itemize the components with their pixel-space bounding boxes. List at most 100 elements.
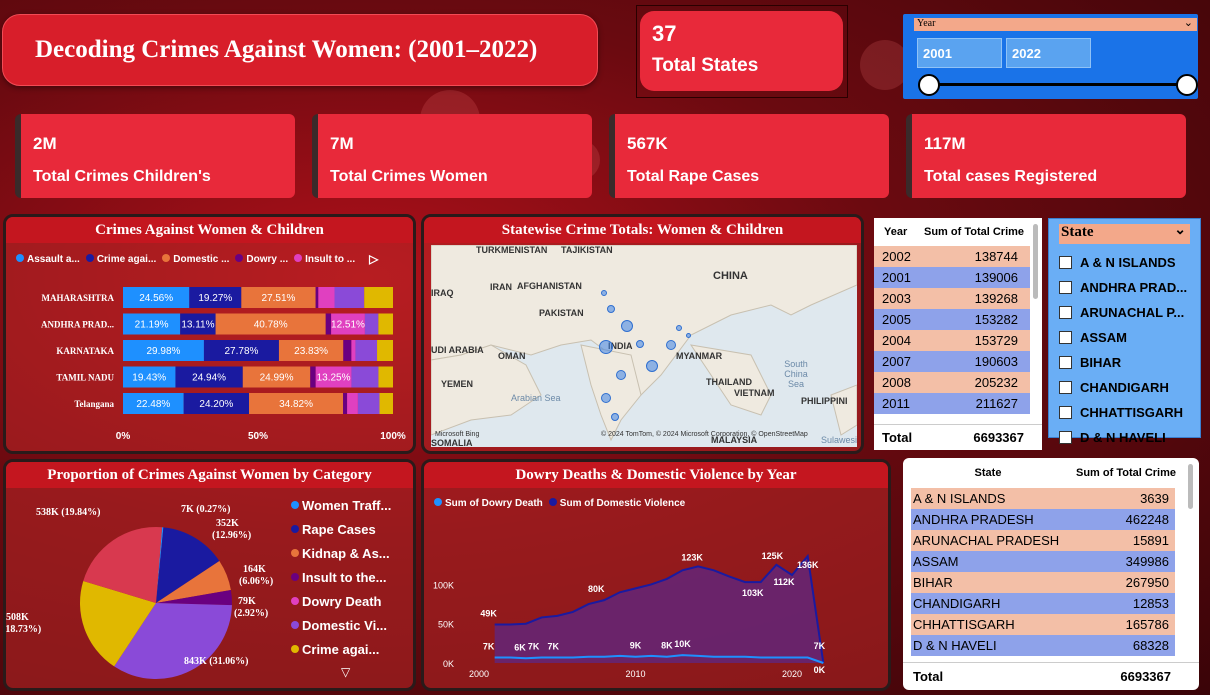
table-row[interactable]: 2007 190603 — [874, 351, 1030, 372]
table-row[interactable]: D & N HAVELI 68328 — [911, 635, 1175, 656]
map-attribution[interactable]: © 2024 TomTom, © 2024 Microsoft Corporat… — [601, 431, 808, 438]
year-range-slicer[interactable]: Year ⌄ 2001 2022 — [903, 14, 1198, 99]
map-bubble[interactable] — [621, 320, 633, 332]
table-row[interactable]: A & N ISLANDS 3639 — [911, 488, 1175, 509]
cell-total: 15891 — [1132, 533, 1169, 548]
table-row[interactable]: CHANDIGARH 12853 — [911, 593, 1175, 614]
legend-dot — [291, 645, 299, 653]
cell-total: 3639 — [1140, 491, 1169, 506]
state-option[interactable]: BIHAR — [1049, 350, 1200, 375]
map-bubble[interactable] — [616, 370, 626, 380]
checkbox[interactable] — [1059, 431, 1072, 444]
table-row[interactable]: 2001 139006 — [874, 267, 1030, 288]
table-total-row: Total 6693367 — [874, 424, 1042, 450]
year-start-input[interactable]: 2001 — [917, 38, 1002, 68]
map-bubble[interactable] — [636, 340, 644, 348]
map-bubble[interactable] — [666, 340, 676, 350]
state-option[interactable]: CHANDIGARH — [1049, 375, 1200, 400]
cell-total: 138744 — [974, 249, 1018, 264]
checkbox[interactable] — [1059, 281, 1072, 294]
legend-item[interactable]: Sum of Dowry Death — [434, 498, 543, 509]
table-row[interactable]: BIHAR 267950 — [911, 572, 1175, 593]
column-header-total[interactable]: Sum of Total Crime — [1075, 467, 1177, 479]
checkbox[interactable] — [1059, 256, 1072, 269]
checkbox[interactable] — [1059, 381, 1072, 394]
year-end-input[interactable]: 2022 — [1006, 38, 1091, 68]
table-scrollbar[interactable] — [1033, 224, 1038, 299]
year-slicer-header[interactable]: Year ⌄ — [914, 17, 1197, 31]
map-label: PHILIPPINI — [801, 396, 848, 406]
year-slider-track[interactable] — [929, 83, 1187, 86]
column-header-state[interactable]: State — [974, 467, 1002, 479]
legend-item[interactable]: Rape Cases — [291, 517, 391, 541]
legend-item[interactable]: Domestic ... — [162, 253, 229, 265]
cell-year: 2004 — [882, 333, 911, 348]
map-bubble[interactable] — [601, 290, 607, 296]
legend-item[interactable]: Insult to the... — [291, 565, 391, 589]
table-row[interactable]: 2005 153282 — [874, 309, 1030, 330]
state-slicer[interactable]: State ⌄ A & N ISLANDS ANDHRA PRAD... ARUNA… — [1048, 218, 1201, 445]
crime-map[interactable]: TURKMENISTAN TAJIKISTAN CHINA IRAQ IRAN … — [431, 245, 857, 447]
table-scrollbar[interactable] — [1188, 464, 1193, 509]
state-option-label: ARUNACHAL P... — [1080, 305, 1185, 320]
legend-item[interactable]: Insult to ... — [294, 253, 355, 265]
state-option[interactable]: D & N HAVELI — [1049, 425, 1200, 450]
total-label: Total — [882, 430, 913, 445]
column-header-total[interactable]: Sum of Total Crime — [924, 226, 1025, 238]
total-states-card: 37 Total States — [640, 11, 843, 91]
year-crime-table: Year Sum of Total Crime 2002 138744 2001 13… — [874, 218, 1042, 450]
legend-item[interactable]: Kidnap & As... — [291, 541, 391, 565]
map-bubble[interactable] — [676, 325, 682, 331]
legend-item[interactable]: Crime agai... — [291, 637, 391, 661]
map-bubble[interactable] — [607, 305, 615, 313]
y-axis-tick: 50K — [438, 620, 454, 630]
state-slicer-header[interactable]: State ⌄ — [1059, 223, 1190, 244]
table-row[interactable]: ARUNACHAL PRADESH 15891 — [911, 530, 1175, 551]
legend-item[interactable]: Sum of Domestic Violence — [548, 498, 685, 509]
legend-dot — [291, 525, 299, 533]
state-option[interactable]: A & N ISLANDS — [1049, 250, 1200, 275]
cell-state: ARUNACHAL PRADESH — [913, 533, 1060, 548]
map-bubble[interactable] — [599, 340, 613, 354]
year-slider-start-handle[interactable] — [918, 74, 940, 96]
data-point-label: 49K — [480, 609, 497, 619]
checkbox[interactable] — [1059, 306, 1072, 319]
table-row[interactable]: CHHATTISGARH 165786 — [911, 614, 1175, 635]
column-header-year[interactable]: Year — [884, 226, 908, 238]
state-option[interactable]: ASSAM — [1049, 325, 1200, 350]
table-row[interactable]: 2003 139268 — [874, 288, 1030, 309]
state-option[interactable]: ANDHRA PRAD... — [1049, 275, 1200, 300]
chevron-down-icon[interactable]: ⌄ — [1174, 223, 1186, 238]
legend-item[interactable]: Women Traff... — [291, 493, 391, 517]
checkbox[interactable] — [1059, 356, 1072, 369]
bar-data-label: 40.78% — [254, 320, 288, 331]
legend-next-icon[interactable]: ▷ — [369, 252, 379, 266]
map-bubble[interactable] — [686, 333, 691, 338]
series-line-dowry-death — [494, 654, 824, 664]
bar-data-label: 29.98% — [147, 346, 181, 357]
state-option[interactable]: ARUNACHAL P... — [1049, 300, 1200, 325]
legend-item[interactable]: Dowry ... — [235, 253, 288, 265]
map-bubble[interactable] — [646, 360, 658, 372]
map-bubble[interactable] — [611, 413, 619, 421]
year-slider-end-handle[interactable] — [1176, 74, 1198, 96]
table-row[interactable]: 2011 211627 — [874, 393, 1030, 414]
data-point-label: 10K — [674, 639, 691, 649]
table-row[interactable]: 2002 138744 — [874, 246, 1030, 267]
legend-item[interactable]: Crime agai... — [85, 253, 156, 265]
table-row[interactable]: 2004 153729 — [874, 330, 1030, 351]
x-axis-tick: 2020 — [782, 669, 802, 679]
chevron-down-icon[interactable]: ⌄ — [1183, 17, 1193, 29]
map-bubble[interactable] — [601, 393, 611, 403]
state-option[interactable]: CHHATTISGARH — [1049, 400, 1200, 425]
table-row[interactable]: 2008 205232 — [874, 372, 1030, 393]
table-row[interactable]: ANDHRA PRADESH 462248 — [911, 509, 1175, 530]
legend-item[interactable]: Dowry Death — [291, 589, 391, 613]
legend-item[interactable]: Domestic Vi... — [291, 613, 391, 637]
checkbox[interactable] — [1059, 406, 1072, 419]
checkbox[interactable] — [1059, 331, 1072, 344]
legend-scroll-down-icon[interactable]: ▽ — [341, 665, 351, 679]
legend-item[interactable]: Assault a... — [16, 253, 80, 265]
table-row[interactable]: ASSAM 349986 — [911, 551, 1175, 572]
state-crime-table: State Sum of Total Crime A & N ISLANDS 36… — [903, 458, 1199, 690]
